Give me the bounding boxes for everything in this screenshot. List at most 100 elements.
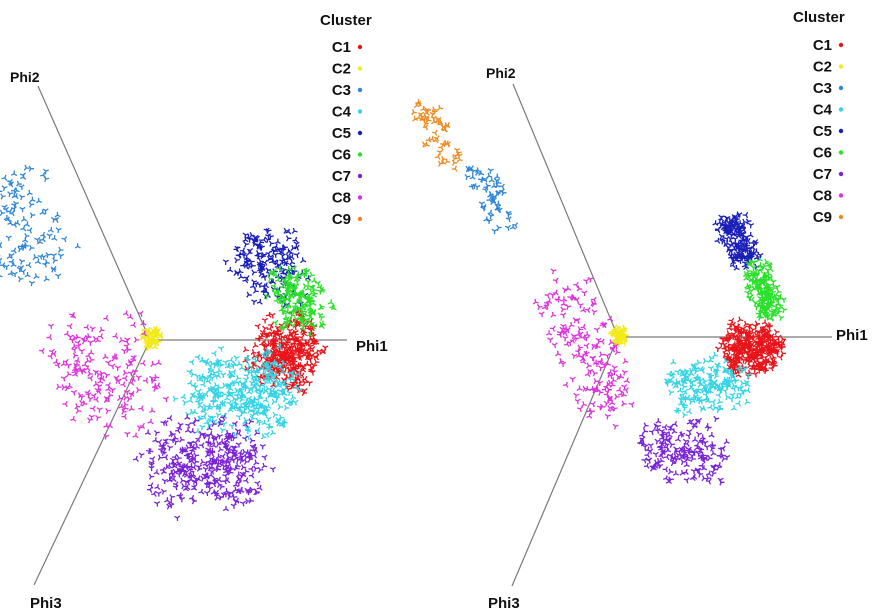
point-c7 [257,466,264,474]
point-c7 [707,455,713,462]
point-c5 [237,268,244,275]
point-c8 [593,327,601,333]
point-c3 [16,266,23,273]
point-c8 [88,349,95,355]
point-c1 [765,329,772,336]
point-c3 [3,206,10,213]
point-c8 [112,353,119,360]
point-c1 [309,346,316,353]
point-c8 [120,381,126,388]
point-c4 [272,370,279,377]
point-c8 [74,403,81,410]
point-c7 [218,418,224,425]
point-c2 [153,339,160,346]
point-c3 [501,189,507,196]
point-c8 [558,358,565,365]
point-c8 [573,281,579,289]
point-c4 [223,395,231,401]
point-c8 [121,348,128,354]
point-c1 [772,348,779,355]
point-c4 [277,403,284,410]
point-c6 [299,325,306,332]
point-c7 [152,437,159,443]
point-c6 [319,287,325,294]
point-c4 [267,386,274,393]
point-c7 [261,454,268,461]
point-c7 [705,474,712,482]
point-c7 [164,497,171,503]
point-c4 [243,417,249,424]
point-c8 [150,377,157,384]
point-c1 [758,359,765,366]
point-c9 [438,144,444,151]
point-c1 [768,365,774,372]
point-c1 [722,350,729,358]
point-c6 [291,305,298,312]
point-c7 [235,480,242,487]
point-c7 [221,478,228,485]
point-c7 [161,478,168,485]
point-c6 [327,299,334,305]
point-c3 [18,258,25,265]
point-c7 [231,452,238,459]
point-c7 [209,468,216,475]
axis-label-phi1: Phi1 [836,327,868,344]
point-c4 [675,407,681,414]
point-c6 [753,304,760,311]
point-c7 [244,498,251,505]
point-c1 [268,322,274,329]
point-c8 [150,360,157,367]
point-c7 [175,461,183,467]
point-c1 [720,336,727,343]
point-c3 [29,212,36,219]
point-c7 [205,440,212,447]
point-c3 [491,228,498,235]
point-c3 [36,238,44,245]
point-c1 [726,324,733,331]
point-c1 [734,323,741,330]
point-c1 [748,334,755,341]
point-c4 [231,395,238,402]
point-c5 [243,241,250,248]
point-c1 [737,316,744,323]
point-c1 [287,337,294,343]
axis-label-phi2: Phi2 [10,69,40,85]
point-c4 [228,372,235,379]
point-c5 [740,226,747,234]
point-c4 [288,370,294,377]
point-c7 [192,439,199,446]
point-c5 [240,252,247,259]
point-c8 [72,352,79,359]
point-c3 [474,167,482,174]
point-c3 [0,242,3,249]
point-c8 [103,395,110,403]
point-c4 [190,371,196,378]
point-c7 [210,442,217,449]
point-c4 [261,419,268,426]
point-c8 [552,277,559,284]
series-c4 [172,343,303,441]
point-c5 [256,244,263,251]
point-c7 [249,437,256,444]
point-c4 [708,372,715,379]
point-c8 [580,334,587,341]
point-c5 [744,242,751,250]
point-c7 [169,457,177,464]
point-c8 [587,368,594,375]
point-c6 [286,296,292,303]
point-c1 [779,344,786,351]
point-c4 [207,414,214,421]
point-c1 [270,381,277,388]
point-c7 [160,488,167,495]
point-c9 [429,135,436,142]
point-c2 [615,335,622,342]
point-c8 [96,407,103,413]
point-c8 [621,384,628,390]
legend-entries: C1 C2 C3 C4 C5 C6 C7 C8 C9 [332,39,363,228]
point-c4 [279,368,286,375]
point-c6 [293,316,300,323]
point-c4 [271,392,278,398]
point-c3 [34,258,42,265]
point-c8 [155,359,162,366]
point-c8 [580,401,587,408]
